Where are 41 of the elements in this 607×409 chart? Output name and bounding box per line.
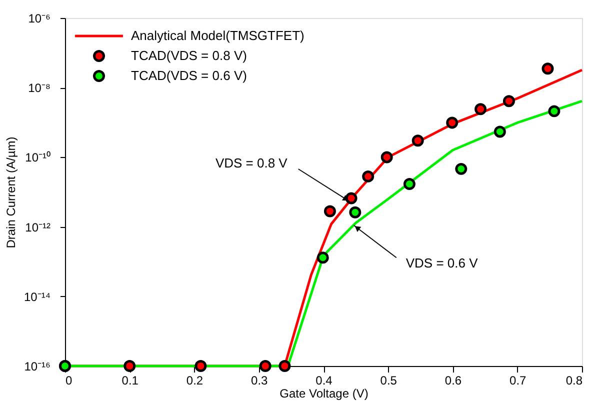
point: [259, 360, 272, 372]
y-tick-label: 10⁻¹²: [25, 220, 50, 234]
point: [278, 360, 291, 372]
point: [316, 252, 329, 264]
point: [124, 360, 136, 372]
legend-label: TCAD(VDS = 0.6 V): [131, 68, 247, 83]
point: [455, 162, 468, 175]
point: [542, 62, 554, 75]
point: [345, 192, 358, 204]
y-tick-label: 10⁻¹⁴: [24, 290, 50, 304]
annotation: VDS = 0.8 V: [215, 155, 288, 170]
x-axis-title: Gate Voltage (V): [280, 386, 368, 400]
point: [194, 360, 207, 372]
point: [412, 134, 424, 147]
y-tick-label: 10⁻⁸: [28, 81, 50, 96]
y-tick-label: 10⁻¹⁶: [24, 360, 51, 374]
x-tick-label: 0.4: [316, 374, 333, 388]
y-tick-label: 10⁻¹⁰: [25, 150, 50, 165]
x-tick-label: 0.6: [444, 374, 462, 388]
x-tick-label: 0: [66, 374, 72, 388]
point: [380, 151, 393, 164]
legend-label: Analytical Model(TMSGTFET): [131, 28, 304, 43]
x-tick-label: 0.8: [566, 374, 583, 388]
y-tick-label: 10⁻⁶: [28, 12, 51, 26]
point: [494, 126, 506, 138]
x-tick-label: 0.2: [186, 374, 204, 388]
y-axis-title: Drain Current (A/µm): [4, 136, 18, 248]
point: [349, 206, 362, 218]
point: [474, 103, 487, 116]
point: [403, 178, 416, 190]
x-tick-label: 0.3: [251, 374, 268, 388]
point: [548, 105, 560, 118]
x-tick-label: 0.5: [380, 374, 398, 388]
annotation: VDS = 0.6 V: [406, 255, 478, 270]
legend-label: TCAD(VDS = 0.8 V): [131, 48, 247, 63]
point: [362, 170, 374, 182]
x-tick-label: 0.1: [122, 374, 139, 388]
point: [446, 116, 458, 129]
point: [502, 95, 515, 108]
x-tick-label: 0.7: [510, 374, 527, 388]
point: [324, 205, 336, 218]
